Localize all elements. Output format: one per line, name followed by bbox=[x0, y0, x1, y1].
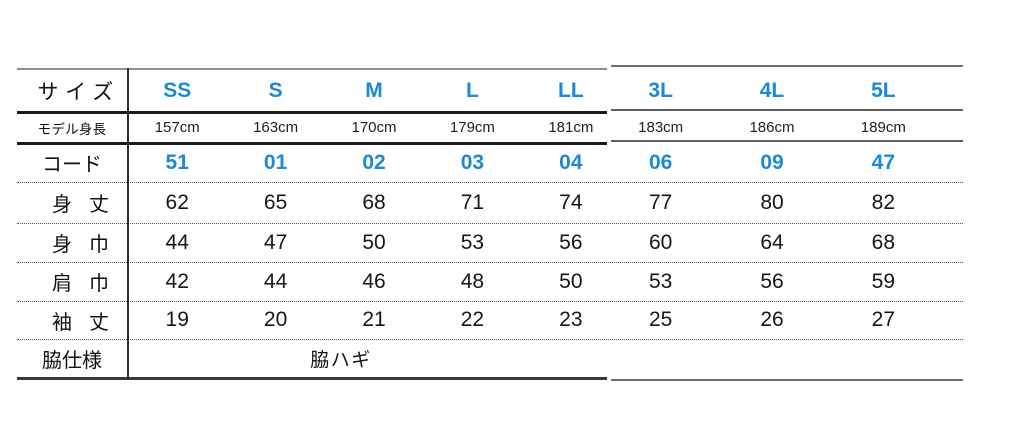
size-col-header: 3L bbox=[648, 78, 673, 102]
size-col-header: 4L bbox=[759, 78, 785, 102]
label-column-divider bbox=[127, 68, 129, 380]
size-col-header: 5L bbox=[871, 78, 896, 102]
cell: 179cm bbox=[449, 119, 495, 136]
cell: 157cm bbox=[154, 119, 200, 136]
cell: 04 bbox=[559, 150, 583, 174]
cell: 22 bbox=[460, 308, 485, 331]
cell: 71 bbox=[460, 190, 485, 214]
measurement-row-shoulder-width: 肩巾 42 44 46 48 50 53 56 59 bbox=[17, 262, 963, 301]
dotted-divider bbox=[17, 182, 963, 183]
cell: 50 bbox=[362, 230, 386, 254]
cell: 82 bbox=[871, 190, 895, 214]
cell: 42 bbox=[165, 269, 189, 293]
cell: 68 bbox=[871, 230, 895, 254]
cell: 62 bbox=[165, 190, 189, 214]
cell: 44 bbox=[263, 269, 288, 293]
top-border-left bbox=[17, 68, 607, 70]
cell: 09 bbox=[760, 150, 784, 174]
cell: 02 bbox=[362, 150, 386, 174]
size-col-header: SS bbox=[163, 78, 192, 102]
cell: 80 bbox=[760, 190, 784, 214]
model-height-underline-right bbox=[611, 140, 963, 142]
cell: 44 bbox=[165, 230, 189, 254]
dotted-divider bbox=[17, 301, 963, 302]
measurement-row-body-length: 身丈 62 65 68 71 74 77 80 82 bbox=[17, 182, 963, 223]
cell: 65 bbox=[263, 190, 288, 214]
row-label: 身丈 bbox=[52, 194, 126, 216]
model-height-underline-left bbox=[17, 142, 607, 145]
cell: 21 bbox=[362, 308, 386, 331]
cell: 56 bbox=[559, 230, 583, 254]
cell: 170cm bbox=[351, 119, 397, 136]
model-height-row: モデル身長 157cm 163cm 170cm 179cm 181cm 183c… bbox=[17, 113, 963, 142]
row-label: 肩巾 bbox=[52, 273, 126, 295]
row-label: モデル身長 bbox=[37, 121, 107, 137]
cell: 19 bbox=[165, 308, 189, 331]
cell: 163cm bbox=[253, 119, 299, 136]
cell: 01 bbox=[263, 150, 288, 174]
row-label: 袖丈 bbox=[52, 311, 126, 334]
cell: 59 bbox=[871, 269, 895, 293]
cell: 03 bbox=[460, 150, 485, 174]
row-label: 脇仕様 bbox=[42, 349, 102, 372]
cell: 50 bbox=[559, 269, 583, 293]
size-header-row: サイズ SS S M L LL 3L 4L 5L bbox=[17, 70, 963, 111]
cell: 47 bbox=[263, 230, 288, 254]
dotted-divider bbox=[17, 262, 963, 263]
cell: 27 bbox=[871, 308, 895, 331]
size-chart-table: サイズ SS S M L LL 3L 4L 5L モデル身長 157cm 163… bbox=[17, 60, 963, 390]
code-row: コード 51 01 02 03 04 06 09 47 bbox=[17, 143, 963, 182]
measurement-row-sleeve-length: 袖丈 19 20 21 22 23 25 26 27 bbox=[17, 301, 963, 339]
cell: 189cm bbox=[860, 119, 906, 136]
dotted-divider bbox=[17, 223, 963, 224]
cell: 25 bbox=[648, 308, 673, 331]
cell: 51 bbox=[165, 150, 189, 174]
bottom-border-left bbox=[17, 377, 607, 380]
size-col-header: M bbox=[365, 78, 383, 102]
cell: 77 bbox=[648, 190, 673, 214]
row-label: コード bbox=[42, 154, 102, 176]
size-col-header: L bbox=[466, 78, 479, 102]
header-underline-right bbox=[611, 109, 963, 111]
cell: 64 bbox=[760, 230, 784, 254]
side-spec-value: 脇ハギ bbox=[310, 349, 372, 371]
cell: 181cm bbox=[548, 119, 594, 136]
cell: 186cm bbox=[749, 119, 795, 136]
cell: 53 bbox=[648, 269, 673, 293]
cell: 183cm bbox=[638, 119, 684, 136]
cell: 46 bbox=[362, 269, 386, 293]
cell: 68 bbox=[362, 190, 386, 214]
cell: 47 bbox=[871, 150, 895, 174]
side-spec-row: 脇仕様 脇ハギ bbox=[17, 339, 963, 377]
cell: 60 bbox=[648, 230, 673, 254]
cell: 56 bbox=[760, 269, 784, 293]
cell: 74 bbox=[559, 190, 583, 214]
cell: 48 bbox=[460, 269, 485, 293]
measurement-row-body-width: 身巾 44 47 50 53 56 60 64 68 bbox=[17, 223, 963, 262]
row-label: 身巾 bbox=[52, 234, 126, 256]
top-border-right bbox=[611, 65, 963, 67]
bottom-border-right bbox=[611, 379, 963, 381]
size-header-group-left: SS S M L LL bbox=[128, 70, 620, 111]
header-underline-left bbox=[17, 111, 607, 114]
cell: 23 bbox=[559, 308, 583, 331]
cell: 26 bbox=[760, 308, 784, 331]
dotted-divider bbox=[17, 339, 963, 340]
size-header-group-right: 3L 4L 5L bbox=[605, 70, 939, 111]
cell: 53 bbox=[460, 230, 485, 254]
size-col-header: LL bbox=[558, 78, 584, 102]
cell: 06 bbox=[648, 150, 673, 174]
corner-label: サイズ bbox=[37, 80, 120, 104]
size-col-header: S bbox=[268, 78, 283, 102]
cell: 20 bbox=[263, 308, 288, 331]
